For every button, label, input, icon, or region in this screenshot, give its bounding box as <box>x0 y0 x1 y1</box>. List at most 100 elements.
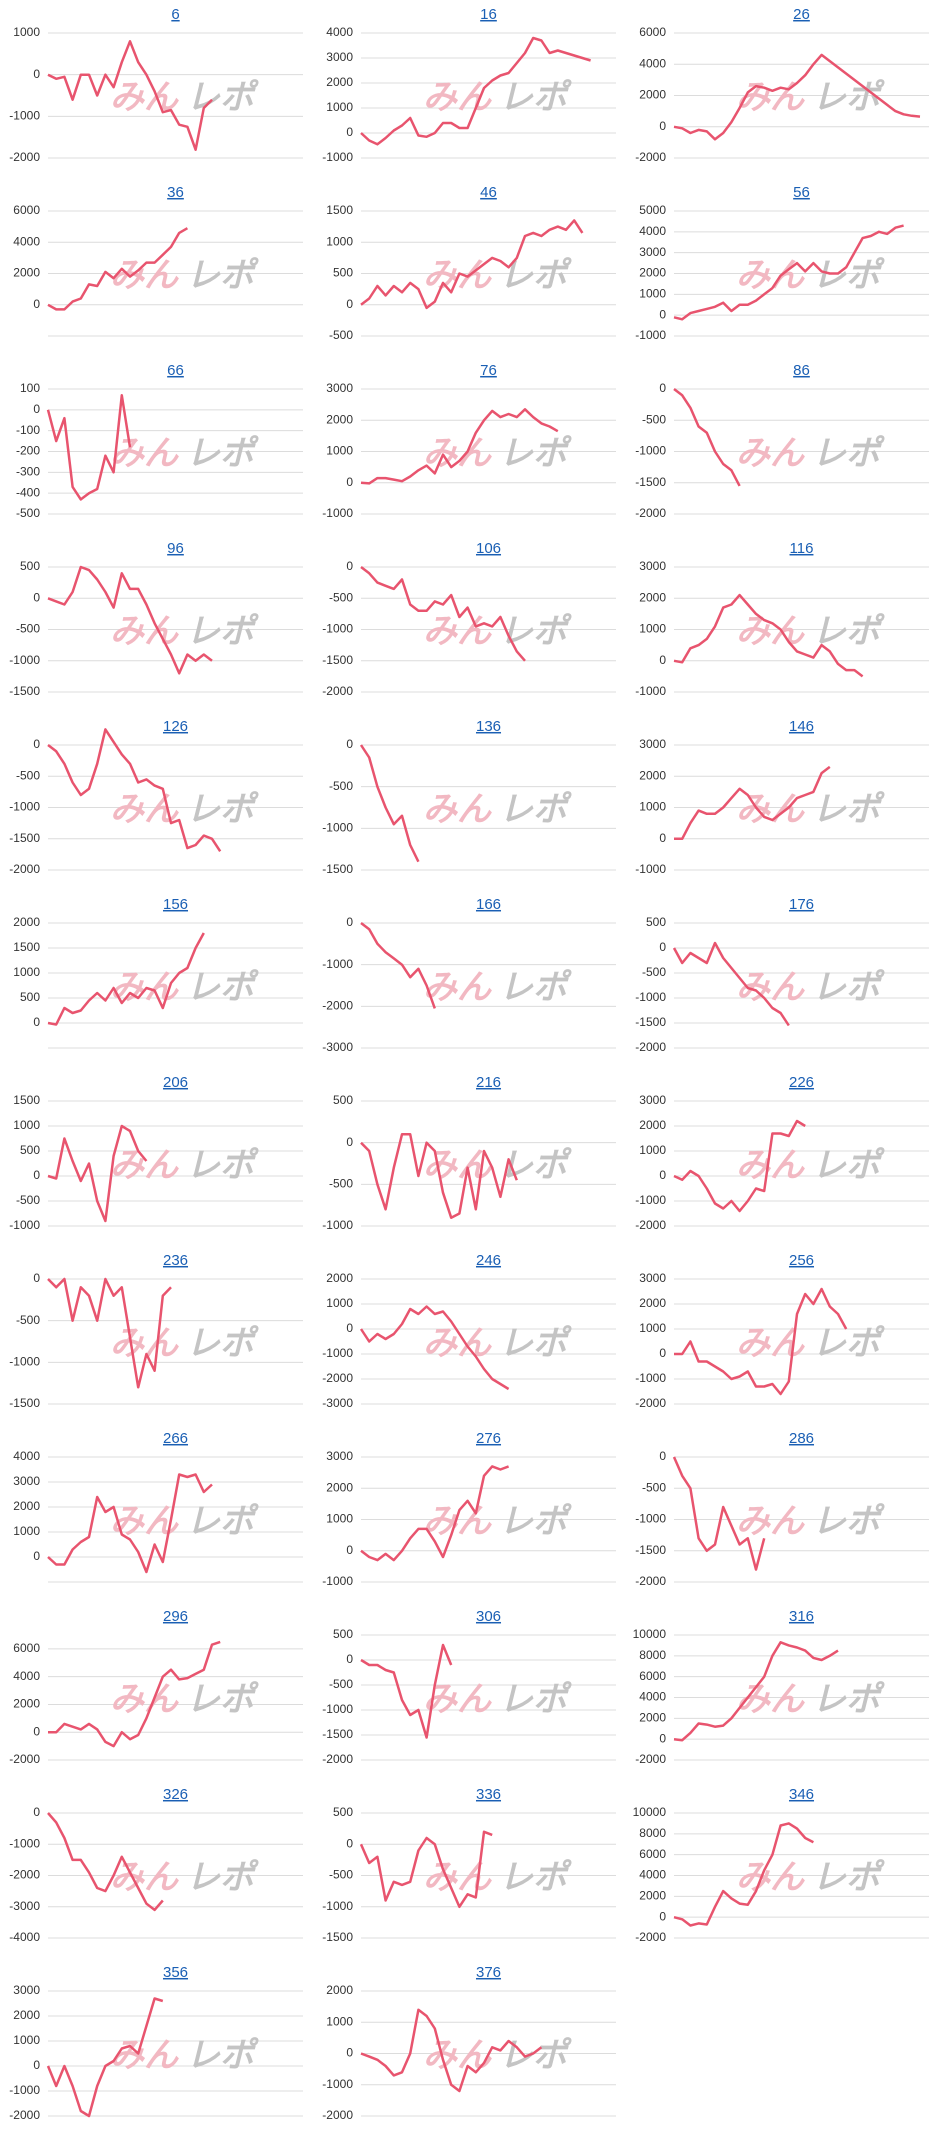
chart-title[interactable]: 136 <box>476 718 501 735</box>
chart-panel: 116 -1000 0 1000 2000 3000 みん レポ <box>635 540 929 698</box>
chart-panel: 246 -3000 -2000 -1000 0 1000 2000 みん レポ <box>322 1252 616 1410</box>
y-tick-label: -2000 <box>635 1752 666 1766</box>
chart-panel: 316 -2000 0 2000 4000 6000 8000 10000 みん レポ <box>633 1608 929 1766</box>
y-tick-label: -1000 <box>322 1218 353 1232</box>
chart-title[interactable]: 56 <box>793 184 810 201</box>
chart-panel: 356 -2000 -1000 0 1000 2000 3000 みん レポ <box>9 1964 303 2122</box>
y-tick-label: 4000 <box>326 25 353 39</box>
chart-title[interactable]: 26 <box>793 6 810 23</box>
chart-title[interactable]: 276 <box>476 1430 501 1447</box>
chart-title[interactable]: 66 <box>167 362 184 379</box>
chart-title[interactable]: 226 <box>789 1074 814 1091</box>
watermark-part: みん <box>110 1858 179 1896</box>
watermark: みん レポ <box>423 1502 572 1540</box>
y-tick-label: 2000 <box>326 1271 353 1285</box>
chart-title[interactable]: 86 <box>793 362 810 379</box>
y-tick-label: 0 <box>659 653 666 667</box>
chart-title[interactable]: 376 <box>476 1964 501 1981</box>
y-tick-label: 0 <box>33 1549 40 1563</box>
y-tick-label: -1500 <box>9 831 40 845</box>
chart-title[interactable]: 126 <box>163 718 188 735</box>
chart-title[interactable]: 46 <box>480 184 497 201</box>
watermark: みん レポ <box>110 1324 259 1362</box>
watermark-part: レポ <box>186 1324 259 1362</box>
watermark: みん レポ <box>736 256 885 294</box>
watermark-part: みん <box>736 1858 805 1896</box>
chart-title[interactable]: 356 <box>163 1964 188 1981</box>
y-tick-label: 0 <box>346 475 353 489</box>
watermark-part: レポ <box>186 612 259 650</box>
y-tick-label: 0 <box>659 1909 666 1923</box>
watermark-part: レポ <box>186 1146 259 1184</box>
chart-panel: 126 -2000 -1500 -1000 -500 0 みん レポ <box>9 718 303 876</box>
watermark-part: みん <box>110 434 179 472</box>
data-line <box>47 1812 164 1912</box>
y-tick-label: 0 <box>33 2058 40 2072</box>
chart-title[interactable]: 236 <box>163 1252 188 1269</box>
y-tick-label: -1000 <box>322 1574 353 1588</box>
chart-title[interactable]: 286 <box>789 1430 814 1447</box>
watermark: みん レポ <box>110 434 259 472</box>
y-tick-label: -2000 <box>635 506 666 520</box>
watermark-part: みん <box>423 2036 492 2074</box>
data-line <box>360 922 436 1009</box>
y-tick-label: 3000 <box>326 1449 353 1463</box>
chart-title[interactable]: 306 <box>476 1608 501 1625</box>
chart-title[interactable]: 316 <box>789 1608 814 1625</box>
watermark: みん レポ <box>423 256 572 294</box>
watermark-part: みん <box>110 1146 179 1184</box>
y-tick-label: 4000 <box>639 56 666 70</box>
watermark-part: レポ <box>812 1680 885 1718</box>
y-tick-label: -500 <box>642 1480 666 1494</box>
y-tick-label: 1500 <box>326 203 353 217</box>
watermark-part: レポ <box>812 612 885 650</box>
y-tick-label: 6000 <box>639 1669 666 1683</box>
y-tick-label: -2000 <box>9 1868 40 1882</box>
y-tick-label: -2000 <box>635 1396 666 1410</box>
chart-title[interactable]: 116 <box>790 540 814 557</box>
watermark-part: レポ <box>812 968 885 1006</box>
chart-panel: 76 -1000 0 1000 2000 3000 みん レポ <box>322 362 616 520</box>
y-tick-label: -1500 <box>322 1727 353 1741</box>
chart-title[interactable]: 16 <box>480 6 497 23</box>
watermark: みん レポ <box>110 1502 259 1540</box>
chart-title[interactable]: 6 <box>171 6 179 23</box>
y-tick-label: 0 <box>346 1836 353 1850</box>
y-tick-label: 0 <box>346 559 353 573</box>
watermark: みん レポ <box>110 968 259 1006</box>
y-tick-label: 0 <box>346 737 353 751</box>
chart-title[interactable]: 166 <box>476 896 501 913</box>
y-tick-label: -3000 <box>322 1396 353 1410</box>
y-tick-label: -1000 <box>322 2077 353 2091</box>
chart-title[interactable]: 246 <box>476 1252 501 1269</box>
chart-title[interactable]: 156 <box>163 896 188 913</box>
y-tick-label: 0 <box>33 67 40 81</box>
watermark: みん レポ <box>736 78 885 116</box>
chart-panel: 46 -500 0 500 1000 1500 みん レポ <box>326 184 616 342</box>
chart-title[interactable]: 216 <box>476 1074 501 1091</box>
y-tick-label: -2000 <box>635 1218 666 1232</box>
chart-title[interactable]: 176 <box>789 896 814 913</box>
chart-title[interactable]: 256 <box>789 1252 814 1269</box>
watermark: みん レポ <box>423 434 572 472</box>
chart-title[interactable]: 76 <box>480 362 497 379</box>
y-tick-label: -1500 <box>9 1396 40 1410</box>
chart-title[interactable]: 96 <box>167 540 184 557</box>
y-tick-label: 1000 <box>326 2014 353 2028</box>
watermark: みん レポ <box>423 790 572 828</box>
chart-title[interactable]: 146 <box>789 718 814 735</box>
chart-title[interactable]: 296 <box>163 1608 188 1625</box>
chart-title[interactable]: 326 <box>163 1786 188 1803</box>
chart-title[interactable]: 206 <box>163 1074 188 1091</box>
y-tick-label: -1500 <box>322 862 353 876</box>
chart-title[interactable]: 346 <box>789 1786 814 1803</box>
watermark-part: レポ <box>499 1680 572 1718</box>
chart-title[interactable]: 106 <box>476 540 501 557</box>
y-tick-label: 1000 <box>639 1143 666 1157</box>
chart-title[interactable]: 36 <box>167 184 184 201</box>
chart-title[interactable]: 266 <box>163 1430 188 1447</box>
watermark-part: レポ <box>812 78 885 116</box>
chart-title[interactable]: 336 <box>476 1786 501 1803</box>
y-tick-label: 0 <box>33 1015 40 1029</box>
chart-panel: 166 -3000 -2000 -1000 0 みん レポ <box>322 896 616 1054</box>
